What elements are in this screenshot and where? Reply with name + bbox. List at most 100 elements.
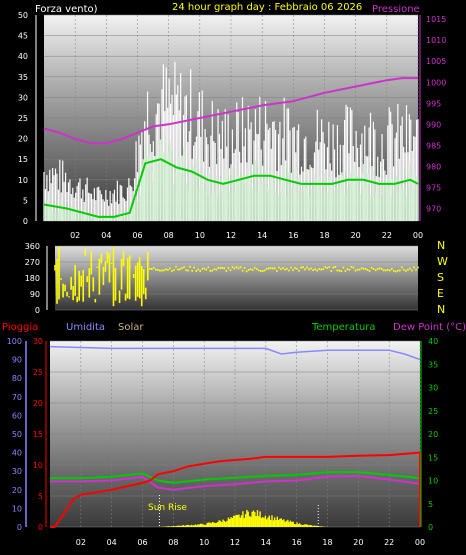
wind-tick-label: 50 xyxy=(18,11,28,20)
humidity-tick-label: 0 xyxy=(17,523,22,532)
rain-tick-label: 5 xyxy=(38,492,43,501)
direction-series xyxy=(54,246,419,307)
wind-avg-line xyxy=(43,158,419,218)
temp-tick-label: 0 xyxy=(428,523,433,532)
wind-x-tick-label: 12 xyxy=(226,231,236,240)
rain-axis-label: Pioggia xyxy=(2,322,38,333)
pressure-tick-label: 985 xyxy=(426,141,441,150)
pressure-tick-label: 1000 xyxy=(426,78,446,87)
wind-x-tick-label: 14 xyxy=(257,231,267,240)
wind-x-tick-label: 02 xyxy=(70,231,80,240)
rain-tick-label: 0 xyxy=(38,523,43,532)
rain-tick-label: 10 xyxy=(33,461,43,470)
temp-tick-label: 15 xyxy=(428,453,438,462)
temp-series xyxy=(49,345,421,528)
humidity-tick-label: 100 xyxy=(7,337,22,346)
compass-label: E xyxy=(437,287,444,300)
temp-tick-label: 30 xyxy=(428,384,438,393)
temp-x-tick-label: 20 xyxy=(353,538,363,547)
pressure-tick-label: 990 xyxy=(426,120,441,129)
wind-tick-label: 0 xyxy=(23,217,28,226)
humidity-tick-label: 10 xyxy=(12,504,22,513)
temp-x-tick-label: 00 xyxy=(415,538,425,547)
temp-x-tick-label: 02 xyxy=(76,538,86,547)
wind-tick-label: 35 xyxy=(18,73,28,82)
rain-tick-label: 30 xyxy=(33,337,43,346)
wind-x-tick-label: 10 xyxy=(195,231,205,240)
humidity-tick-label: 70 xyxy=(12,393,22,402)
temp-x-tick-label: 12 xyxy=(230,538,240,547)
graph-title: 24 hour graph day : Febbraio 06 2026 xyxy=(172,2,362,13)
temperature-line xyxy=(50,471,421,484)
temp-axes: 0 5 10 15 20 25 30 0 10 20 30 40 50 60 70 80 90 100 0 5 10 15… xyxy=(7,337,438,547)
rain-tick-label: 15 xyxy=(33,430,43,439)
wind-x-tick-label: 22 xyxy=(382,231,392,240)
temp-x-tick-label: 16 xyxy=(292,538,302,547)
wind-x-tick-label: 16 xyxy=(288,231,298,240)
humidity-tick-label: 20 xyxy=(12,486,22,495)
rain-tick-label: 20 xyxy=(33,399,43,408)
solar-axis-label: Solar xyxy=(118,322,144,333)
wind-tick-label: 5 xyxy=(23,196,28,205)
pressure-tick-label: 1010 xyxy=(426,36,446,45)
pressure-tick-label: 970 xyxy=(426,204,441,213)
wind-x-tick-label: 18 xyxy=(319,231,329,240)
compass-label: S xyxy=(437,271,444,284)
direction-tick-label: 360 xyxy=(25,242,40,251)
temp-tick-label: 10 xyxy=(428,477,438,486)
dewpoint-axis-label: Dew Point (°C) xyxy=(393,322,466,333)
humidity-tick-label: 30 xyxy=(12,467,22,476)
compass-label: W xyxy=(437,255,448,268)
direction-tick-label: 90 xyxy=(30,290,40,299)
temperature-axis-label: Temperatura xyxy=(311,322,376,333)
humidity-axis-label: Umidita xyxy=(66,322,105,333)
compass-label: N xyxy=(437,303,445,316)
temp-x-tick-label: 22 xyxy=(384,538,394,547)
temp-tick-label: 40 xyxy=(428,337,438,346)
humidity-tick-label: 50 xyxy=(12,430,22,439)
wind-x-tick-label: 08 xyxy=(164,231,174,240)
direction-tick-label: 270 xyxy=(25,258,40,267)
wind-axis-label: Forza vento) xyxy=(35,4,98,15)
pressure-axis-label: Pressione xyxy=(372,4,420,15)
temp-x-tick-label: 04 xyxy=(107,538,117,547)
temp-tick-label: 20 xyxy=(428,430,438,439)
wind-tick-label: 15 xyxy=(18,155,28,164)
temp-tick-label: 5 xyxy=(428,500,433,509)
temp-x-tick-label: 08 xyxy=(168,538,178,547)
humidity-tick-label: 90 xyxy=(12,356,22,365)
wind-x-tick-label: 06 xyxy=(132,231,142,240)
direction-tick-label: 0 xyxy=(35,306,40,315)
temp-grid xyxy=(50,340,421,528)
wind-tick-label: 20 xyxy=(18,135,28,144)
wind-tick-label: 25 xyxy=(18,114,28,123)
temp-x-tick-label: 14 xyxy=(261,538,271,547)
wind-axes: 0510152025303540455097097598098599099510… xyxy=(18,11,447,240)
humidity-line xyxy=(49,345,421,361)
pressure-tick-label: 975 xyxy=(426,183,441,192)
wind-x-tick-label: 20 xyxy=(351,231,361,240)
pressure-tick-label: 1005 xyxy=(426,57,446,66)
wind-x-tick-label: 04 xyxy=(101,231,111,240)
wind-tick-label: 10 xyxy=(18,176,28,185)
pressure-tick-label: 995 xyxy=(426,99,441,108)
rain-tick-label: 25 xyxy=(33,368,43,377)
humidity-tick-label: 60 xyxy=(12,411,22,420)
sunrise-label: Sun Rise xyxy=(148,503,187,513)
humidity-tick-label: 40 xyxy=(12,449,22,458)
rain-line xyxy=(50,451,421,528)
wind-x-tick-label: 00 xyxy=(413,231,423,240)
temp-x-tick-label: 18 xyxy=(322,538,332,547)
temp-tick-label: 25 xyxy=(428,407,438,416)
wind-tick-label: 45 xyxy=(18,32,28,41)
wind-tick-label: 40 xyxy=(18,52,28,61)
temp-tick-label: 35 xyxy=(428,360,438,369)
wind-tick-label: 30 xyxy=(18,93,28,102)
humidity-tick-label: 80 xyxy=(12,374,22,383)
wind-series xyxy=(43,61,419,221)
temp-x-tick-label: 06 xyxy=(137,538,147,547)
pressure-tick-label: 1015 xyxy=(426,15,446,24)
